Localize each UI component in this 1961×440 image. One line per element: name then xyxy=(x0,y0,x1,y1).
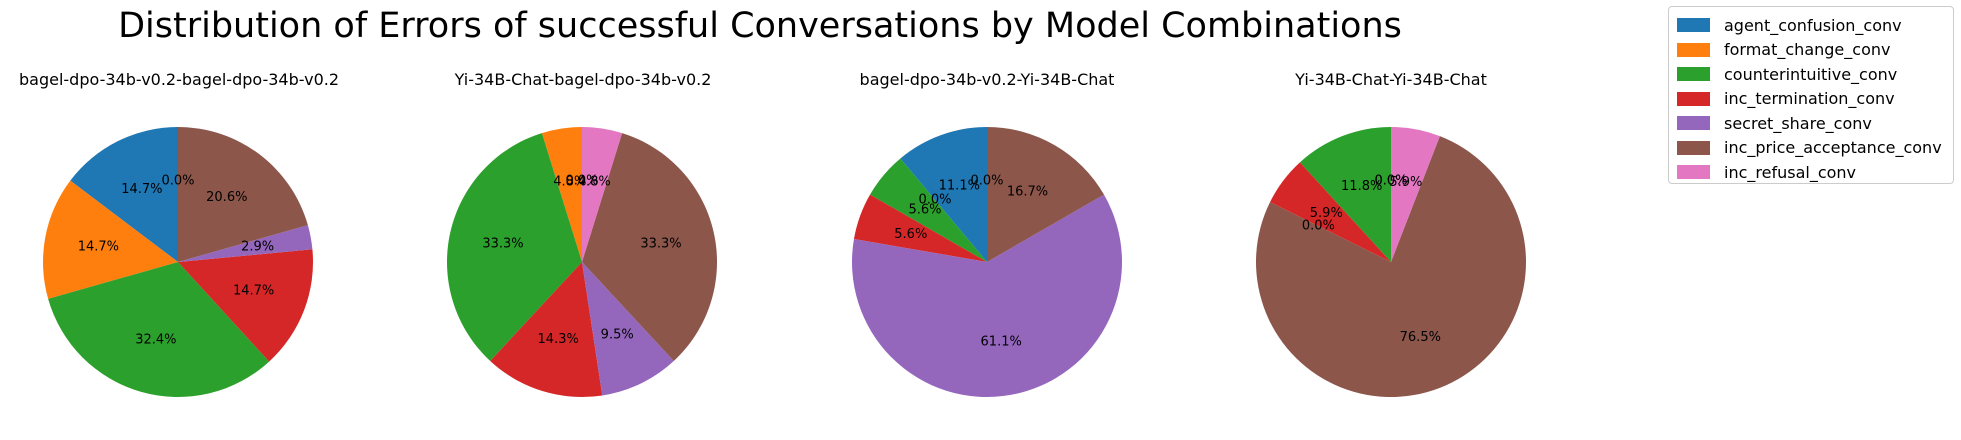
pie-percent-label: 5.6% xyxy=(894,227,927,242)
pie-slice-counterintuitive-conv xyxy=(1299,127,1391,262)
pie-percent-label: 5.9% xyxy=(1389,175,1422,190)
pie-slice-counterintuitive-conv xyxy=(447,133,582,361)
legend-label: inc_refusal_conv xyxy=(1724,162,1857,182)
pie-slice-agent-confusion-conv xyxy=(900,127,987,262)
pie-percent-label: 0.0% xyxy=(565,174,598,189)
pie-percent-label: 14.3% xyxy=(538,332,579,347)
pie-percent-label: 32.4% xyxy=(135,332,176,347)
legend-label: secret_share_conv xyxy=(1724,113,1872,133)
pie-slice-inc-termination-conv xyxy=(1270,162,1391,262)
legend-item: counterintuitive_conv xyxy=(1677,62,1945,87)
legend-swatch xyxy=(1677,116,1710,131)
pie-slice-agent-confusion-conv xyxy=(70,127,178,262)
pie-percent-label: 4.8% xyxy=(553,174,586,189)
pie-percent-label: 5.9% xyxy=(1310,206,1343,221)
pie-slice-inc-price-acceptance-conv xyxy=(1256,136,1526,397)
pie-slice-inc-refusal-conv xyxy=(1391,127,1440,262)
legend-swatch xyxy=(1677,91,1710,106)
pie-slice-inc-price-acceptance-conv xyxy=(987,126,1104,262)
pie-slice-format-change-conv xyxy=(541,127,582,262)
legend-item: inc_refusal_conv xyxy=(1677,160,1945,185)
pie-slice-inc-termination-conv xyxy=(490,262,603,397)
pie-percent-label: 14.7% xyxy=(78,240,119,255)
pie-percent-label: 16.7% xyxy=(1007,184,1048,199)
legend-item: agent_confusion_conv xyxy=(1677,13,1945,38)
pie-slice-secret-share-conv xyxy=(178,225,313,262)
pie-percent-label: 20.6% xyxy=(206,190,247,205)
figure-title: Distribution of Errors of successful Con… xyxy=(118,6,1402,46)
pie-slice-inc-price-acceptance-conv xyxy=(582,133,718,361)
pie-percent-label: 11.8% xyxy=(1341,179,1382,194)
pie-title-1: bagel-dpo-34b-v0.2-bagel-dpo-34b-v0.2 xyxy=(18,70,340,89)
pie-percent-label: 33.3% xyxy=(482,237,523,252)
pie-percent-label: 61.1% xyxy=(981,334,1022,349)
legend-label: inc_termination_conv xyxy=(1724,89,1895,109)
legend-label: format_change_conv xyxy=(1724,40,1891,60)
legend-label: counterintuitive_conv xyxy=(1724,64,1898,84)
pie-percent-label: 9.5% xyxy=(601,328,634,343)
pie-slice-counterintuitive-conv xyxy=(48,262,270,397)
legend-swatch xyxy=(1677,42,1710,57)
pie-title-3: bagel-dpo-34b-v0.2-Yi-34B-Chat xyxy=(859,70,1115,89)
pie-percent-label: 0.0% xyxy=(1374,174,1407,189)
pie-slice-counterintuitive-conv xyxy=(870,158,987,262)
pie-percent-label: 0.0% xyxy=(1374,174,1407,189)
pie-slice-inc-termination-conv xyxy=(853,194,987,262)
pie-percent-label: 0.0% xyxy=(161,174,194,189)
pie-slice-inc-price-acceptance-conv xyxy=(178,127,308,262)
pie-percent-label: 76.5% xyxy=(1400,330,1441,345)
pie-percent-label: 0.0% xyxy=(1302,219,1335,234)
legend-swatch xyxy=(1677,140,1710,155)
legend-swatch xyxy=(1677,18,1710,33)
pie-percent-label: 0.0% xyxy=(918,192,951,207)
legend-swatch xyxy=(1677,67,1710,82)
pie-percent-label: 14.7% xyxy=(121,182,162,197)
pie-slice-inc-refusal-conv xyxy=(582,127,623,262)
legend-item: inc_price_acceptance_conv xyxy=(1677,136,1945,161)
pie-percent-label: 33.3% xyxy=(640,237,681,252)
legend-swatch xyxy=(1677,165,1710,180)
pie-percent-label: 2.9% xyxy=(241,240,274,255)
pie-title-4: Yi-34B-Chat-Yi-34B-Chat xyxy=(1295,70,1487,89)
pie-slice-secret-share-conv xyxy=(852,194,1123,397)
pie-slice-format-change-conv xyxy=(42,180,179,299)
legend-item: inc_termination_conv xyxy=(1677,87,1945,112)
pie-percent-label: 4.8% xyxy=(578,174,611,189)
legend-item: format_change_conv xyxy=(1677,38,1945,63)
pie-percent-label: 5.6% xyxy=(908,202,941,217)
pie-slice-secret-share-conv xyxy=(582,262,674,396)
pie-percent-label: 11.1% xyxy=(939,178,980,193)
pie-title-2: Yi-34B-Chat-bagel-dpo-34b-v0.2 xyxy=(454,70,712,89)
pie-percent-label: 0.0% xyxy=(970,174,1003,189)
legend-item: secret_share_conv xyxy=(1677,111,1945,136)
legend-label: agent_confusion_conv xyxy=(1724,15,1902,35)
legend: agent_confusion_conv format_change_conv … xyxy=(1668,6,1954,184)
legend-label: inc_price_acceptance_conv xyxy=(1724,138,1942,158)
pie-slice-inc-termination-conv xyxy=(178,249,313,362)
pie-percent-label: 14.7% xyxy=(233,284,274,299)
